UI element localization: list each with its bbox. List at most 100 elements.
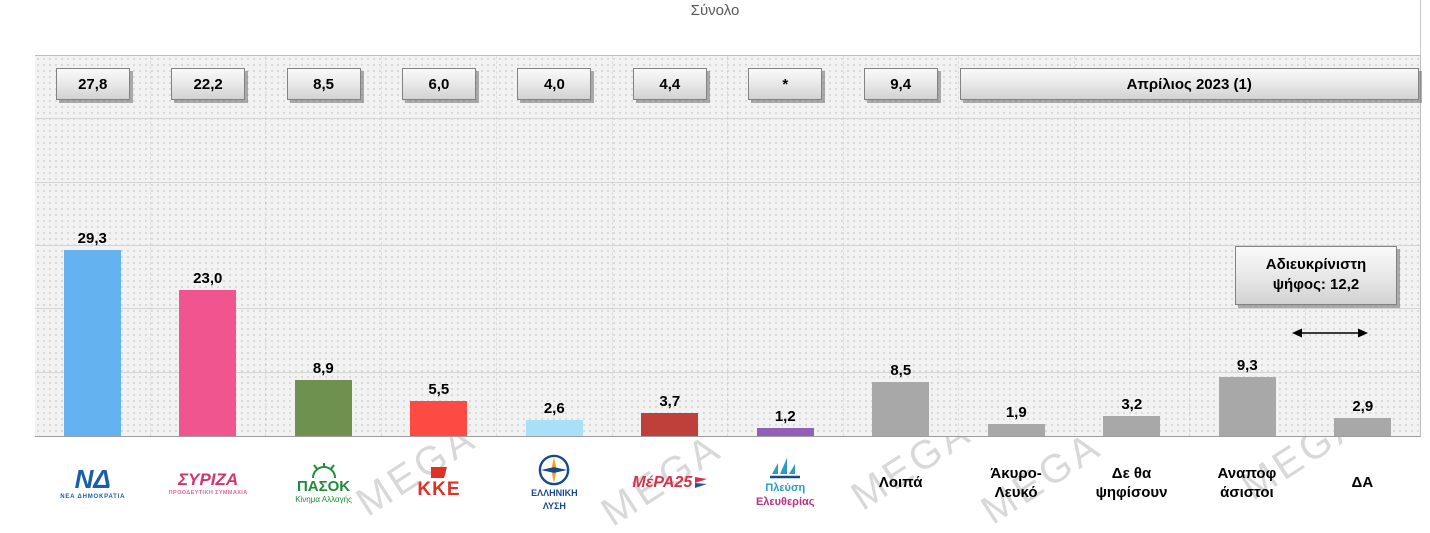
bar bbox=[1103, 416, 1161, 436]
legend-label: Λοιπά bbox=[878, 474, 923, 492]
bar-value-label: 8,5 bbox=[890, 362, 912, 379]
legend-item-pasok: ΠΑΣΟΚ Κίνημα Αλλαγής bbox=[266, 437, 381, 529]
legend-label-line1: Αναποφ bbox=[1217, 464, 1277, 482]
bar-value-label: 23,0 bbox=[193, 270, 223, 287]
topbox-cell: 22,2 bbox=[150, 68, 265, 100]
date-label-box: Απρίλιος 2023 (1) bbox=[959, 68, 1419, 100]
bar bbox=[179, 290, 237, 436]
bar bbox=[63, 250, 121, 436]
topbox-cell: 27,8 bbox=[35, 68, 150, 100]
topbox-row: 27,8 22,2 8,5 6,0 4,0 4,4 * 9,4 Απρίλιος 2023 (1… bbox=[35, 68, 1420, 100]
pasok-sun-icon bbox=[311, 462, 336, 478]
legend-label-line2: Λευκό bbox=[994, 484, 1038, 501]
topbox-date-cell: Απρίλιος 2023 (1) bbox=[958, 68, 1420, 100]
elliniki-lysi-logo-line2: ΛΥΣΗ bbox=[542, 501, 566, 511]
nd-logo: ΝΔ bbox=[74, 464, 111, 494]
topbox-cell: 4,4 bbox=[612, 68, 727, 100]
topbox-cell: 8,5 bbox=[266, 68, 381, 100]
topbox-cell: 4,0 bbox=[497, 68, 612, 100]
bar-value-label: 2,6 bbox=[543, 400, 565, 417]
legend-label: ΔΑ bbox=[1351, 474, 1374, 492]
bar-column-1: 29,3 bbox=[35, 56, 151, 436]
frame-line bbox=[1420, 0, 1421, 56]
bar bbox=[410, 401, 468, 436]
compass-icon bbox=[539, 454, 570, 486]
bar-column-3: 8,9 bbox=[266, 56, 382, 436]
previous-value-box: 27,8 bbox=[55, 68, 130, 100]
previous-value-box: 4,0 bbox=[517, 68, 592, 100]
gridline bbox=[35, 308, 1420, 310]
bar bbox=[641, 413, 699, 436]
bar bbox=[987, 424, 1045, 436]
bar-column-12: 2,9 bbox=[1306, 56, 1421, 436]
bar-value-label: 9,3 bbox=[1236, 357, 1258, 374]
legend-label-line2: άσιστοι bbox=[1220, 484, 1274, 501]
legend-item-nea-dimokratia: ΝΔ ΝΕΑ ΔΗΜΟΚΡΑΤΙΑ bbox=[35, 437, 150, 529]
bar-value-label: 1,9 bbox=[1005, 404, 1027, 421]
bar-column-9: 1,9 bbox=[959, 56, 1075, 436]
mera25-flag-icon bbox=[695, 477, 708, 488]
plefsi-logo-line2: Ελευθερίας bbox=[755, 495, 815, 508]
legend-item-de-tha-psifisoun: Δε θα ψηφίσουν bbox=[1074, 437, 1189, 529]
bar-column-2: 23,0 bbox=[151, 56, 266, 436]
legend-item-akyro-leyko: Άκυρο- Λευκό bbox=[958, 437, 1073, 529]
previous-value-box: 4,4 bbox=[632, 68, 707, 100]
legend-item-kke: ΚΚΕ bbox=[381, 437, 496, 529]
bar-column-5: 2,6 bbox=[497, 56, 613, 436]
bar-value-label: 5,5 bbox=[428, 381, 450, 398]
bar-value-label: 8,9 bbox=[312, 360, 334, 377]
plot-area: 29,3 23,0 8,9 5,5 2,6 3,7 1,2 8,5 1,9 3,2 9,3 2,9 2… bbox=[35, 55, 1421, 437]
topbox-cell: 6,0 bbox=[381, 68, 496, 100]
bar-value-label: 1,2 bbox=[774, 408, 796, 425]
bars-layer: 29,3 23,0 8,9 5,5 2,6 3,7 1,2 8,5 1,9 3,2 9,3 2,9 bbox=[35, 56, 1420, 436]
bar bbox=[525, 420, 583, 436]
bar-column-4: 5,5 bbox=[382, 56, 497, 436]
bar-column-10: 3,2 bbox=[1075, 56, 1190, 436]
chart-title: Σύνολο bbox=[690, 2, 740, 19]
bar-value-label: 2,9 bbox=[1352, 398, 1374, 415]
pasok-logo-subtitle: Κίνημα Αλλαγής bbox=[295, 494, 352, 504]
annotation-line1: Αδιευκρίνιστη bbox=[1265, 256, 1367, 273]
bar bbox=[756, 428, 814, 436]
kke-flag-icon bbox=[430, 467, 447, 478]
gridlines-layer bbox=[35, 56, 1420, 436]
legend-item-syriza: ΣΥΡΙΖΑ ΠΡΟΟΔΕΥΤΙΚΗ ΣΥΜΜΑΧΙΑ bbox=[150, 437, 265, 529]
elliniki-lysi-logo-line1: ΕΛΛΗΝΙΚΗ bbox=[531, 487, 578, 498]
bar-value-label: 3,2 bbox=[1121, 396, 1143, 413]
previous-value-box: 22,2 bbox=[171, 68, 246, 100]
bar-column-8: 8,5 bbox=[844, 56, 959, 436]
gridline bbox=[35, 245, 1420, 246]
double-arrow-icon bbox=[1292, 328, 1368, 338]
gridline bbox=[35, 118, 1420, 120]
bar-column-6: 3,7 bbox=[613, 56, 728, 436]
bar-column-7: 1,2 bbox=[728, 56, 844, 436]
legend-item-loipa: Λοιπά bbox=[843, 437, 958, 529]
legend-row: ΝΔ ΝΕΑ ΔΗΜΟΚΡΑΤΙΑ ΣΥΡΙΖΑ ΠΡΟΟΔΕΥΤΙΚΗ ΣΥΜ… bbox=[35, 437, 1420, 529]
legend-label-line2: ψηφίσουν bbox=[1095, 484, 1168, 501]
bar-value-label: 3,7 bbox=[659, 393, 681, 410]
legend-item-mera25: ΜέΡΑ25 bbox=[612, 437, 727, 529]
pasok-logo: ΠΑΣΟΚ bbox=[296, 477, 351, 495]
gridline bbox=[35, 371, 1420, 373]
topbox-cell: 9,4 bbox=[843, 68, 958, 100]
previous-value-box: 6,0 bbox=[401, 68, 476, 100]
topbox-cell: * bbox=[728, 68, 843, 100]
legend-item-plefsi-eleftherias: Πλεύση Ελευθερίας bbox=[728, 437, 843, 529]
legend-label-line1: Δε θα bbox=[1111, 464, 1152, 482]
bar bbox=[1218, 377, 1276, 436]
legend-item-anapofasistoi: Αναποφ άσιστοι bbox=[1189, 437, 1304, 529]
undecided-vote-annotation: Αδιευκρίνιστη ψήφος: 12,2 bbox=[1235, 246, 1397, 305]
syriza-logo-subtitle: ΠΡΟΟΔΕΥΤΙΚΗ ΣΥΜΜΑΧΙΑ bbox=[168, 489, 248, 496]
previous-value-box: 8,5 bbox=[286, 68, 361, 100]
legend-label-line1: Άκυρο- bbox=[990, 464, 1042, 482]
bar-value-label: 29,3 bbox=[77, 230, 107, 247]
nd-logo-subtitle: ΝΕΑ ΔΗΜΟΚΡΑΤΙΑ bbox=[60, 494, 126, 500]
legend-item-da: ΔΑ bbox=[1305, 437, 1420, 529]
bar bbox=[1334, 418, 1392, 436]
bar bbox=[872, 382, 930, 436]
plefsi-logo-line1: Πλεύση bbox=[765, 481, 806, 494]
previous-value-box: * bbox=[748, 68, 823, 100]
previous-value-box: 9,4 bbox=[863, 68, 938, 100]
legend-item-elliniki-lysi: ΕΛΛΗΝΙΚΗ ΛΥΣΗ bbox=[497, 437, 612, 529]
